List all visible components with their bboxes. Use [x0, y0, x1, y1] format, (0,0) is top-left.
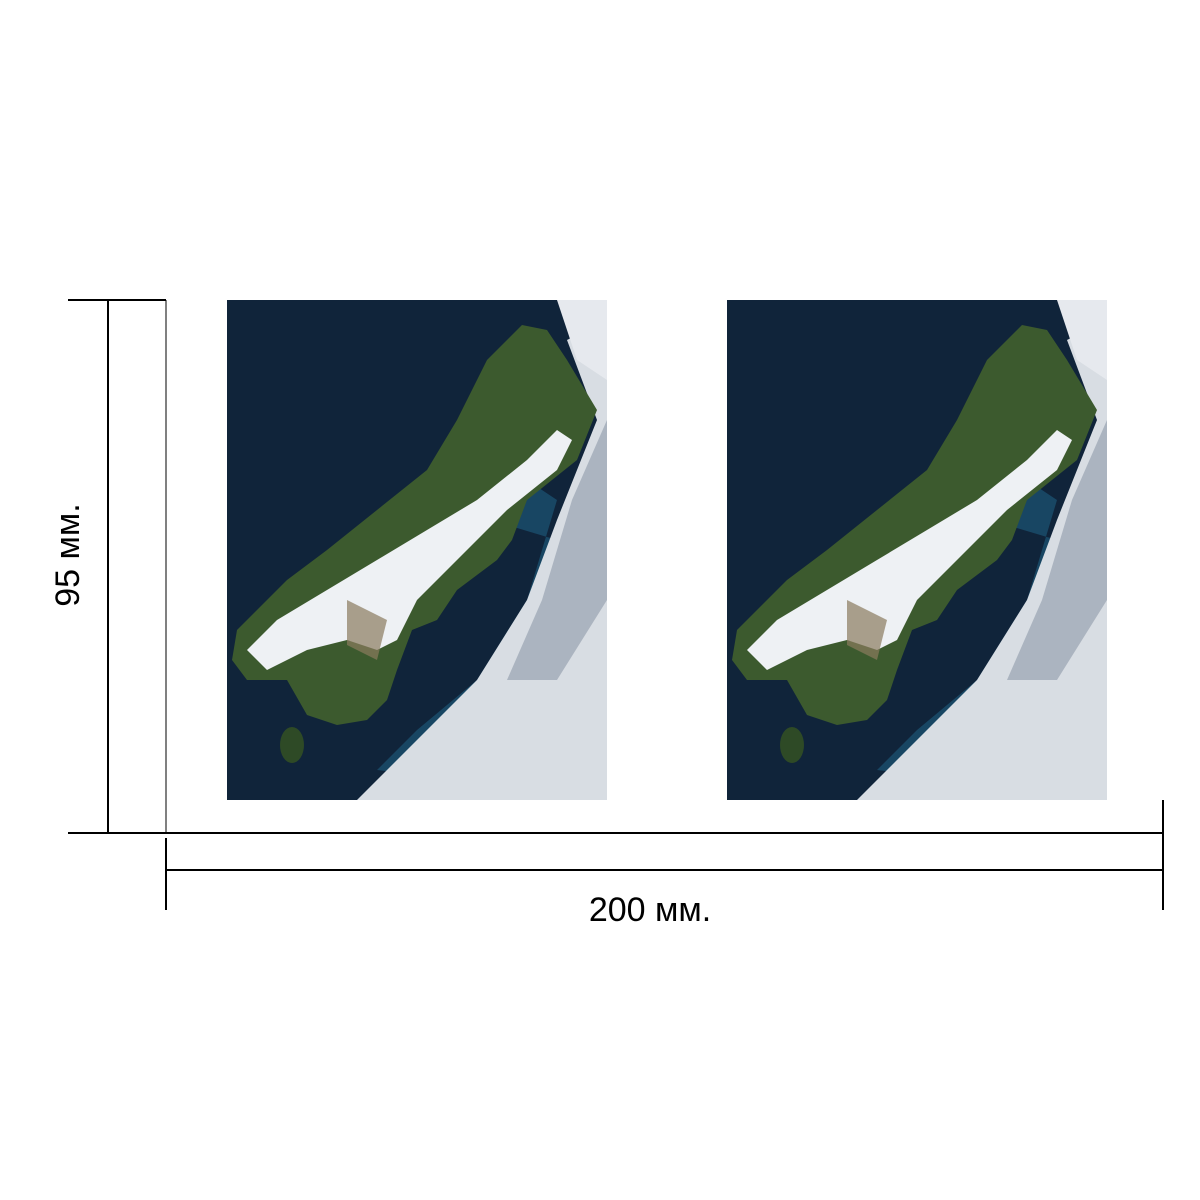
height-label: 95 мм.	[49, 503, 87, 606]
product-image	[727, 300, 1107, 800]
height-dimension: 95 мм.	[49, 299, 167, 834]
width-dimension: 200 мм.	[165, 800, 1164, 929]
width-label: 200 мм.	[589, 891, 711, 929]
product-image	[227, 300, 607, 800]
